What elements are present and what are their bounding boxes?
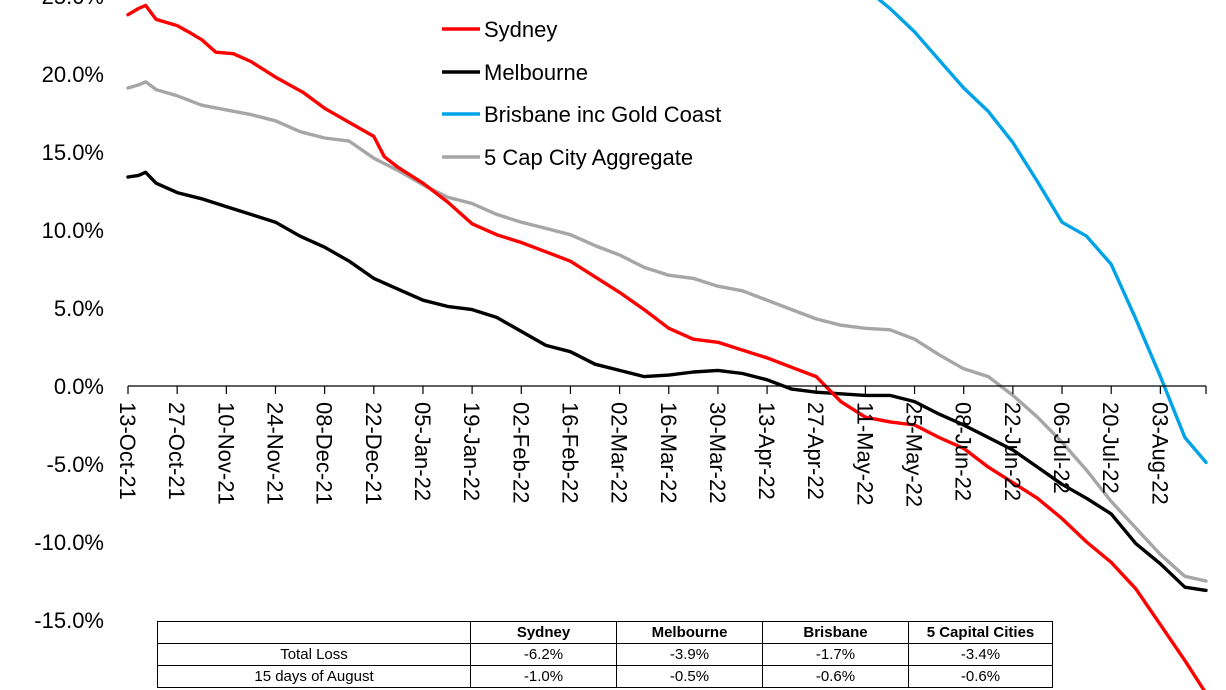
x-tick-label: 19-Jan-22 <box>459 402 484 501</box>
legend-background <box>436 96 766 130</box>
table-cell: -0.5% <box>616 665 763 688</box>
series-line-melbourne <box>126 170 1208 593</box>
table-cell: -0.6% <box>762 665 909 688</box>
x-tick-label: 27-Apr-22 <box>803 402 828 500</box>
y-tick-label: 20.0% <box>42 62 104 87</box>
legend-background <box>436 11 766 45</box>
table-cell: -3.4% <box>908 643 1053 666</box>
table-cell: -6.2% <box>470 643 617 666</box>
x-tick-label: 11-May-22 <box>852 402 877 506</box>
series-line-5-cap-city-aggregate <box>126 80 1208 583</box>
x-tick-label: 13-Apr-22 <box>754 402 779 500</box>
legend-item-5-cap-city-aggregate: 5 Cap City Aggregate <box>436 139 766 173</box>
y-tick-label: 5.0% <box>54 296 104 321</box>
summary-table: Sydney Melbourne Brisbane 5 Capital Citi… <box>157 621 1053 688</box>
table-cell: -1.7% <box>762 643 909 666</box>
table-header-5-capital-cities: 5 Capital Cities <box>908 621 1053 644</box>
legend-label: Sydney <box>484 17 557 42</box>
y-tick-label: -10.0% <box>34 530 104 555</box>
table-row-label: 15 days of August <box>157 665 471 688</box>
x-tick-label: 06-Jul-22 <box>1049 402 1074 494</box>
x-tick-label: 08-Dec-21 <box>312 402 337 505</box>
x-tick-label: 02-Mar-22 <box>607 402 632 503</box>
x-tick-label: 02-Feb-22 <box>508 402 533 504</box>
x-tick-label: 16-Feb-22 <box>557 402 582 504</box>
table-row: 15 days of August -1.0% -0.5% -0.6% -0.6… <box>157 665 1053 688</box>
x-tick-label: 10-Nov-21 <box>213 402 238 505</box>
table-header-sydney: Sydney <box>470 621 617 644</box>
legend-label: 5 Cap City Aggregate <box>484 145 693 170</box>
table-header-row: Sydney Melbourne Brisbane 5 Capital Citi… <box>157 621 1053 644</box>
x-tick-label: 08-Jun-22 <box>951 402 976 501</box>
x-tick-label: 30-Mar-22 <box>705 402 730 503</box>
table-cell: -1.0% <box>470 665 617 688</box>
y-tick-label: -15.0% <box>34 608 104 633</box>
y-tick-label: 25.0% <box>42 0 104 9</box>
legend-item-sydney: Sydney <box>436 11 766 45</box>
y-tick-label: 0.0% <box>54 374 104 399</box>
legend-item-brisbane-inc-gold-coast: Brisbane inc Gold Coast <box>436 96 766 130</box>
series-line-sydney <box>126 3 1206 690</box>
table-cell: -0.6% <box>908 665 1053 688</box>
x-tick-label: 05-Jan-22 <box>410 402 435 501</box>
legend-label: Brisbane inc Gold Coast <box>484 102 721 127</box>
table-header-melbourne: Melbourne <box>616 621 763 644</box>
table-row-label: Total Loss <box>157 643 471 666</box>
table-header-brisbane: Brisbane <box>762 621 909 644</box>
x-tick-label: 25-May-22 <box>902 402 927 507</box>
legend-background <box>436 139 766 173</box>
x-tick-label: 24-Nov-21 <box>263 402 288 505</box>
table-header-blank <box>157 621 471 644</box>
legend-item-melbourne: Melbourne <box>436 54 766 88</box>
y-tick-label: 10.0% <box>42 218 104 243</box>
y-tick-label: 15.0% <box>42 140 104 165</box>
series-line-brisbane-inc-gold-coast <box>877 0 1208 465</box>
table-row: Total Loss -6.2% -3.9% -1.7% -3.4% <box>157 643 1053 666</box>
x-tick-label: 16-Mar-22 <box>656 402 681 503</box>
x-tick-label: 27-Oct-21 <box>164 402 189 500</box>
y-tick-label: -20.0% <box>34 686 104 690</box>
legend-label: Melbourne <box>484 60 588 85</box>
x-tick-label: 13-Oct-21 <box>115 402 140 500</box>
table-cell: -3.9% <box>616 643 763 666</box>
x-tick-label: 22-Jun-22 <box>1000 402 1025 501</box>
x-tick-label: 22-Dec-21 <box>361 402 386 505</box>
x-tick-label: 03-Aug-22 <box>1147 402 1172 505</box>
legend-background <box>436 54 766 88</box>
x-tick-label: 20-Jul-22 <box>1098 402 1123 494</box>
y-tick-label: -5.0% <box>47 452 104 477</box>
